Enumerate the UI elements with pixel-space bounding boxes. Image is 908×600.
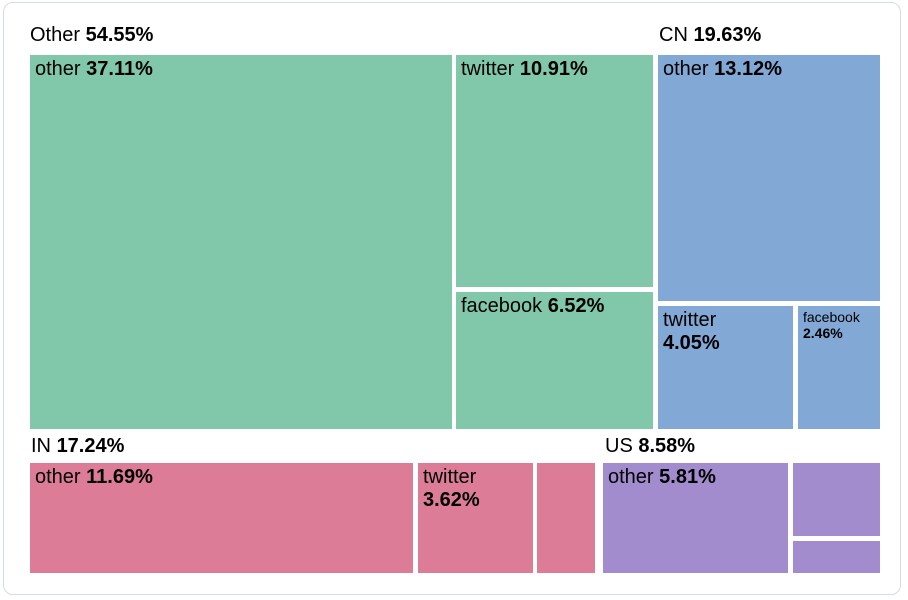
cell-name: other: [35, 58, 81, 80]
cell-name: other: [663, 58, 709, 80]
cell-value: 6.52%: [547, 295, 605, 317]
treemap-cell-us-unlabeled-2[interactable]: [793, 541, 880, 573]
group-label-us: US 8.58%: [605, 435, 695, 457]
group-name: CN: [659, 24, 688, 46]
cell-value: 3.62%: [423, 489, 480, 511]
group-value: 54.55%: [85, 24, 154, 46]
cell-value: 5.81%: [659, 466, 716, 488]
cell-value: 13.12%: [714, 58, 782, 80]
group-value: 17.24%: [56, 435, 125, 457]
group-value: 19.63%: [693, 24, 762, 46]
cell-value: 10.91%: [519, 58, 588, 80]
treemap-cell-other-twitter[interactable]: twitter 10.91%: [456, 55, 653, 287]
cell-value: 37.11%: [86, 58, 153, 80]
treemap-cell-in-other[interactable]: other 11.69%: [30, 463, 413, 573]
treemap-cell-cn-other[interactable]: other 13.12%: [658, 55, 880, 301]
group-label-cn: CN 19.63%: [659, 24, 761, 46]
group-label-in: IN 17.24%: [31, 435, 124, 457]
group-name: IN: [31, 435, 51, 457]
treemap-cell-other-facebook[interactable]: facebook 6.52%: [456, 292, 653, 429]
group-value: 8.58%: [638, 435, 696, 457]
treemap-cell-in-unlabeled-2[interactable]: [537, 463, 595, 573]
cell-value: 11.69%: [86, 466, 153, 488]
cell-name: twitter: [423, 466, 477, 488]
cell-name: twitter: [663, 309, 717, 331]
treemap-cell-cn-facebook[interactable]: facebook 2.46%: [798, 306, 880, 429]
cell-value: 2.46%: [803, 325, 843, 342]
cell-name: facebook: [803, 309, 860, 325]
cell-name: facebook: [461, 295, 543, 317]
treemap-cell-cn-twitter[interactable]: twitter 4.05%: [658, 306, 793, 429]
cell-value: 4.05%: [663, 332, 720, 354]
group-name: US: [605, 435, 633, 457]
cell-name: other: [35, 466, 81, 488]
treemap-cell-in-twitter[interactable]: twitter 3.62%: [418, 463, 533, 573]
group-name: Other: [30, 24, 81, 46]
cell-name: other: [608, 466, 654, 488]
group-label-other: Other 54.55%: [30, 24, 153, 46]
cell-name: twitter: [461, 58, 515, 80]
treemap-cell-us-other[interactable]: other 5.81%: [603, 463, 788, 573]
treemap-cell-us-unlabeled-1[interactable]: [793, 463, 880, 536]
treemap-cell-other-other[interactable]: other 37.11%: [30, 55, 452, 429]
